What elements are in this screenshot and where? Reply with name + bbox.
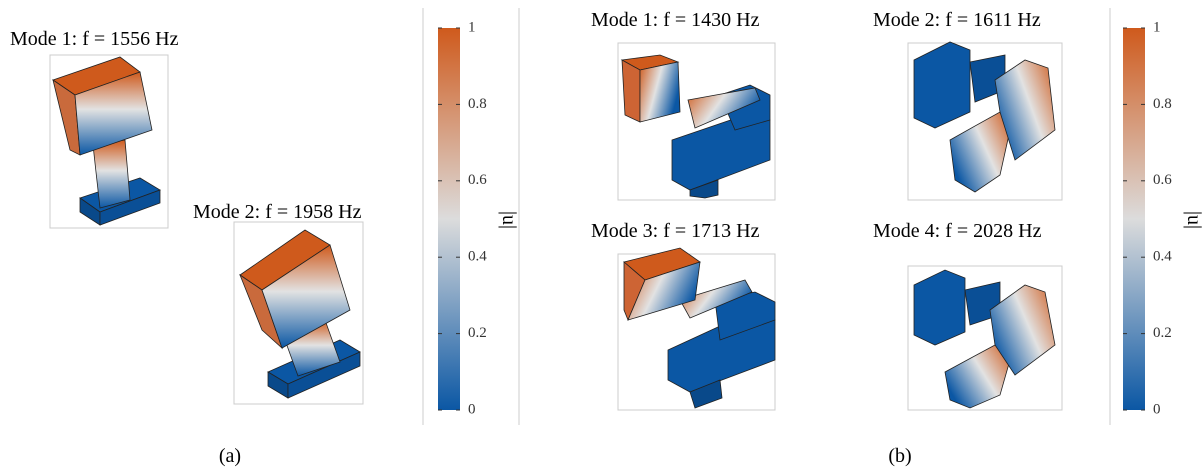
mode-title: Mode 2: f = 1611 Hz [873,9,1041,31]
colorbar-tick-label: 1 [1153,19,1161,35]
colorbar-tick-label: 0.6 [1153,172,1172,188]
mode-title: Mode 3: f = 1713 Hz [591,220,760,242]
mode-title: Mode 1: f = 1430 Hz [591,9,760,31]
mode-shape [624,248,775,408]
panel-label: (b) [888,445,911,467]
figure: Mode 1: f = 1556 Hz Mode 2: f = 1958 Hz … [0,0,1203,473]
colorbar-tick-label: 0.8 [1153,96,1172,112]
colorbar-label: |u| [498,211,520,229]
panel-label: (a) [219,445,241,467]
colorbar-tick-label: 0.4 [468,249,487,265]
mode-shape [53,57,160,225]
mode-shape [240,230,360,398]
mode-shape [914,42,1055,192]
colorbar-tick-label: 0.2 [1153,325,1172,341]
colorbar-label: |u| [1183,211,1203,229]
colorbar-tick-label: 0.8 [468,96,487,112]
colorbar-tick-label: 0.6 [468,172,487,188]
colorbar [438,28,460,410]
colorbar [1123,28,1145,410]
colorbar-tick-label: 1 [468,19,476,35]
mode-title: Mode 2: f = 1958 Hz [193,201,362,223]
colorbar-tick-label: 0 [468,401,476,417]
colorbar-tick-label: 0.2 [468,325,487,341]
mode-shape [914,270,1055,408]
colorbar-tick-label: 0.4 [1153,249,1172,265]
mode-title: Mode 4: f = 2028 Hz [873,220,1042,242]
colorbar-tick-label: 0 [1153,401,1161,417]
mode-title: Mode 1: f = 1556 Hz [10,28,179,50]
mode-shape [622,55,770,198]
